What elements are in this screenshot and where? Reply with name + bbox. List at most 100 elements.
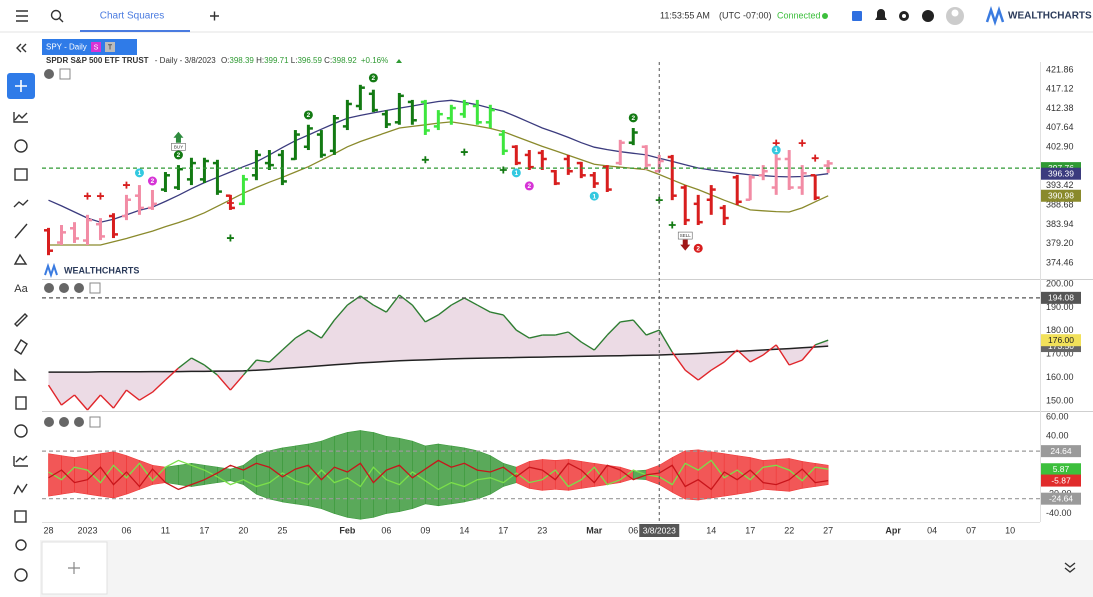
tab-label[interactable]: Chart Squares [100, 11, 164, 22]
band-segment [360, 430, 374, 520]
chip[interactable] [91, 42, 101, 52]
search-handle [59, 18, 64, 23]
tool-line[interactable] [14, 223, 28, 239]
signal-circle [303, 110, 313, 120]
fast-line [684, 369, 699, 381]
tool-refresh[interactable] [14, 424, 28, 438]
fast-line [216, 374, 231, 391]
band-segment [243, 455, 257, 495]
x-tick-label: 14 [459, 525, 469, 535]
fast-line [476, 304, 491, 313]
signal-circle [173, 150, 183, 160]
change: +0.16% [361, 56, 388, 65]
signal-label: 2 [527, 183, 531, 190]
tool-trash[interactable] [15, 396, 27, 410]
collapse-icon[interactable] [16, 43, 27, 53]
ohlc-value: 399.71 [264, 56, 289, 65]
timezone: (UTC -07:00) [719, 10, 772, 20]
fast-line [723, 349, 738, 363]
ohlc-label: O: [221, 56, 229, 65]
panel-button[interactable] [74, 417, 84, 427]
search-icon[interactable] [50, 9, 62, 21]
tool-pattern[interactable] [13, 483, 28, 495]
panel-button[interactable] [89, 282, 101, 294]
fast-line [580, 341, 595, 351]
x-tick-label: 09 [420, 525, 430, 535]
tool-measure[interactable] [14, 368, 27, 381]
band-segment [529, 459, 543, 491]
status: Connected [777, 10, 821, 20]
band-segment [464, 447, 478, 503]
panel-button[interactable] [74, 283, 84, 293]
signal-plus [460, 148, 468, 156]
tool-shapes[interactable] [13, 253, 28, 265]
moving-average [48, 99, 829, 223]
tool-target[interactable] [15, 539, 27, 551]
tool-clock[interactable] [14, 139, 28, 153]
fast-line [451, 297, 465, 306]
menu-icon[interactable] [16, 10, 28, 22]
x-tick-label: 10 [1005, 525, 1015, 535]
expand-icon[interactable] [1064, 562, 1076, 573]
tool-trend[interactable] [13, 199, 29, 208]
signal-arrow [173, 131, 184, 143]
x-tick-label: Feb [339, 525, 356, 535]
chip[interactable] [105, 42, 115, 52]
signal-circle [693, 243, 703, 253]
x-tick-label: 22 [784, 525, 794, 535]
value-tag-text: -5.87 [1051, 475, 1071, 485]
ohlc-value: 398.92 [332, 56, 357, 65]
x-tick-label: Mar [586, 525, 603, 535]
add-tab[interactable] [210, 11, 219, 21]
tool-layout[interactable] [14, 510, 27, 523]
tool-brush[interactable] [14, 313, 28, 327]
x-tick-label: 14 [706, 525, 716, 535]
panel-button[interactable] [44, 283, 54, 293]
fast-line [47, 384, 63, 406]
value-tag-text: 396.39 [1048, 168, 1074, 178]
band-segment [48, 453, 62, 497]
panel-button[interactable] [59, 283, 69, 293]
signal-circle [771, 145, 781, 155]
tool-calendar[interactable] [14, 168, 28, 181]
tool-ruler[interactable] [14, 339, 28, 355]
signal-plus [811, 154, 819, 162]
tool-indicator[interactable] [13, 455, 28, 467]
y-tick-label: 200.00 [1046, 278, 1074, 288]
status-dot [822, 13, 828, 19]
watermark: WEALTHCHARTS [64, 265, 139, 275]
band-segment [477, 450, 491, 500]
fast-line [762, 344, 777, 356]
help-icon[interactable] [922, 10, 934, 22]
y-tick-label: 170.00 [1046, 349, 1074, 359]
band-segment [723, 453, 738, 497]
value-tag [1041, 291, 1081, 304]
y-tick-label: 421.86 [1046, 64, 1074, 74]
fast-line [801, 344, 816, 361]
change-arrow [396, 59, 402, 63]
band-segment [451, 445, 465, 505]
fast-line [463, 297, 478, 306]
panel-button[interactable] [44, 69, 54, 79]
panel-button[interactable] [89, 416, 101, 428]
save-icon[interactable] [852, 11, 862, 21]
slow-line [48, 345, 829, 373]
band-segment [658, 457, 673, 493]
ohlc-label: C: [324, 56, 332, 65]
bell-icon[interactable] [875, 9, 887, 20]
tool-text[interactable]: Aa [14, 283, 28, 295]
tool-chart[interactable] [13, 112, 28, 123]
x-tick-label: 11 [161, 525, 170, 535]
panel-button[interactable] [59, 417, 69, 427]
fast-line [398, 294, 413, 306]
fast-line [359, 295, 374, 306]
x-tick-label: 04 [927, 525, 937, 535]
x-tick-label: 17 [199, 525, 209, 535]
panel-button[interactable] [44, 417, 54, 427]
value-tag-text: 5.87 [1053, 464, 1070, 474]
band-segment [438, 443, 452, 507]
tool-globe[interactable] [14, 568, 28, 582]
panel-button[interactable] [59, 68, 71, 80]
fast-line [775, 344, 790, 366]
